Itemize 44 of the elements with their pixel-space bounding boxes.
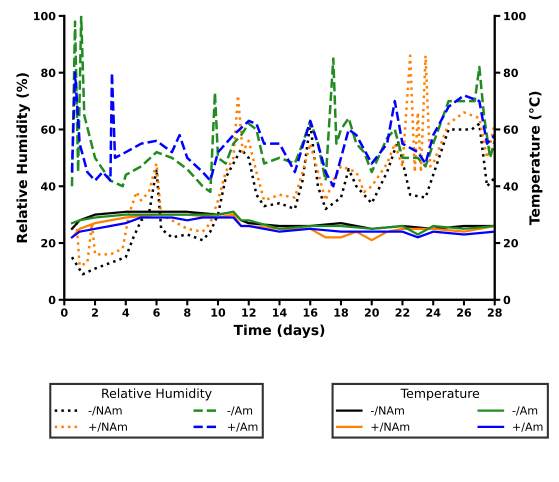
x-tick-label: 28	[488, 308, 502, 317]
text: Temperature	[400, 388, 480, 400]
y2-tick-label: 80	[504, 68, 518, 78]
y-tick-label: 80	[41, 68, 56, 78]
x-tick-label: 14	[273, 308, 287, 317]
legend-label: -/NAm	[370, 406, 404, 416]
y-tick-label: 20	[41, 239, 56, 248]
x-tick-label: 0	[60, 308, 68, 317]
legend-label: +/NAm	[89, 422, 127, 432]
y2-axis-title: Temperature (°C)	[529, 92, 542, 226]
x-tick-label: 12	[242, 308, 256, 317]
legend-label: +/NAm	[372, 422, 410, 432]
y2-tick-label: 60	[504, 125, 518, 134]
x-tick-label: 6	[153, 308, 160, 317]
y2-tick-label: 40	[504, 182, 518, 191]
text: Relative Humidity	[102, 388, 212, 400]
y-tick-label: 40	[40, 182, 56, 191]
x-tick-label: 24	[426, 308, 440, 317]
x-tick-label: 18	[334, 308, 348, 317]
legend-label: -/NAm	[88, 406, 122, 416]
x-tick-label: 8	[184, 308, 190, 317]
y-tick-label: 0	[48, 296, 56, 304]
line-series	[70, 210, 495, 236]
x-tick-label: 4	[122, 308, 130, 317]
legend-label: -/Am	[512, 406, 538, 416]
x-tick-label: 26	[457, 308, 472, 317]
legend-label: -/Am	[227, 406, 252, 416]
y-tick-label: 60	[41, 125, 56, 134]
x-axis-title: Time (days)	[234, 324, 324, 338]
line-series	[70, 71, 495, 188]
y2-tick-label: 0	[504, 296, 510, 304]
x-tick-label: 10	[212, 308, 226, 317]
y2-tick-label: 20	[504, 239, 518, 248]
line-series	[70, 54, 495, 267]
x-tick-label: 2	[92, 308, 98, 317]
line-series	[70, 16, 495, 194]
y2-tick-label: 100	[504, 12, 526, 20]
y-axis-title: Relative Humidity (%)	[16, 73, 30, 242]
x-tick-label: 20	[364, 308, 379, 317]
legend-label: +/Am	[228, 422, 258, 432]
legend-label: +/Am	[513, 422, 542, 432]
x-tick-label: 22	[396, 308, 410, 317]
x-tick-label: 16	[304, 308, 318, 317]
y-tick-label: 100	[34, 12, 56, 20]
